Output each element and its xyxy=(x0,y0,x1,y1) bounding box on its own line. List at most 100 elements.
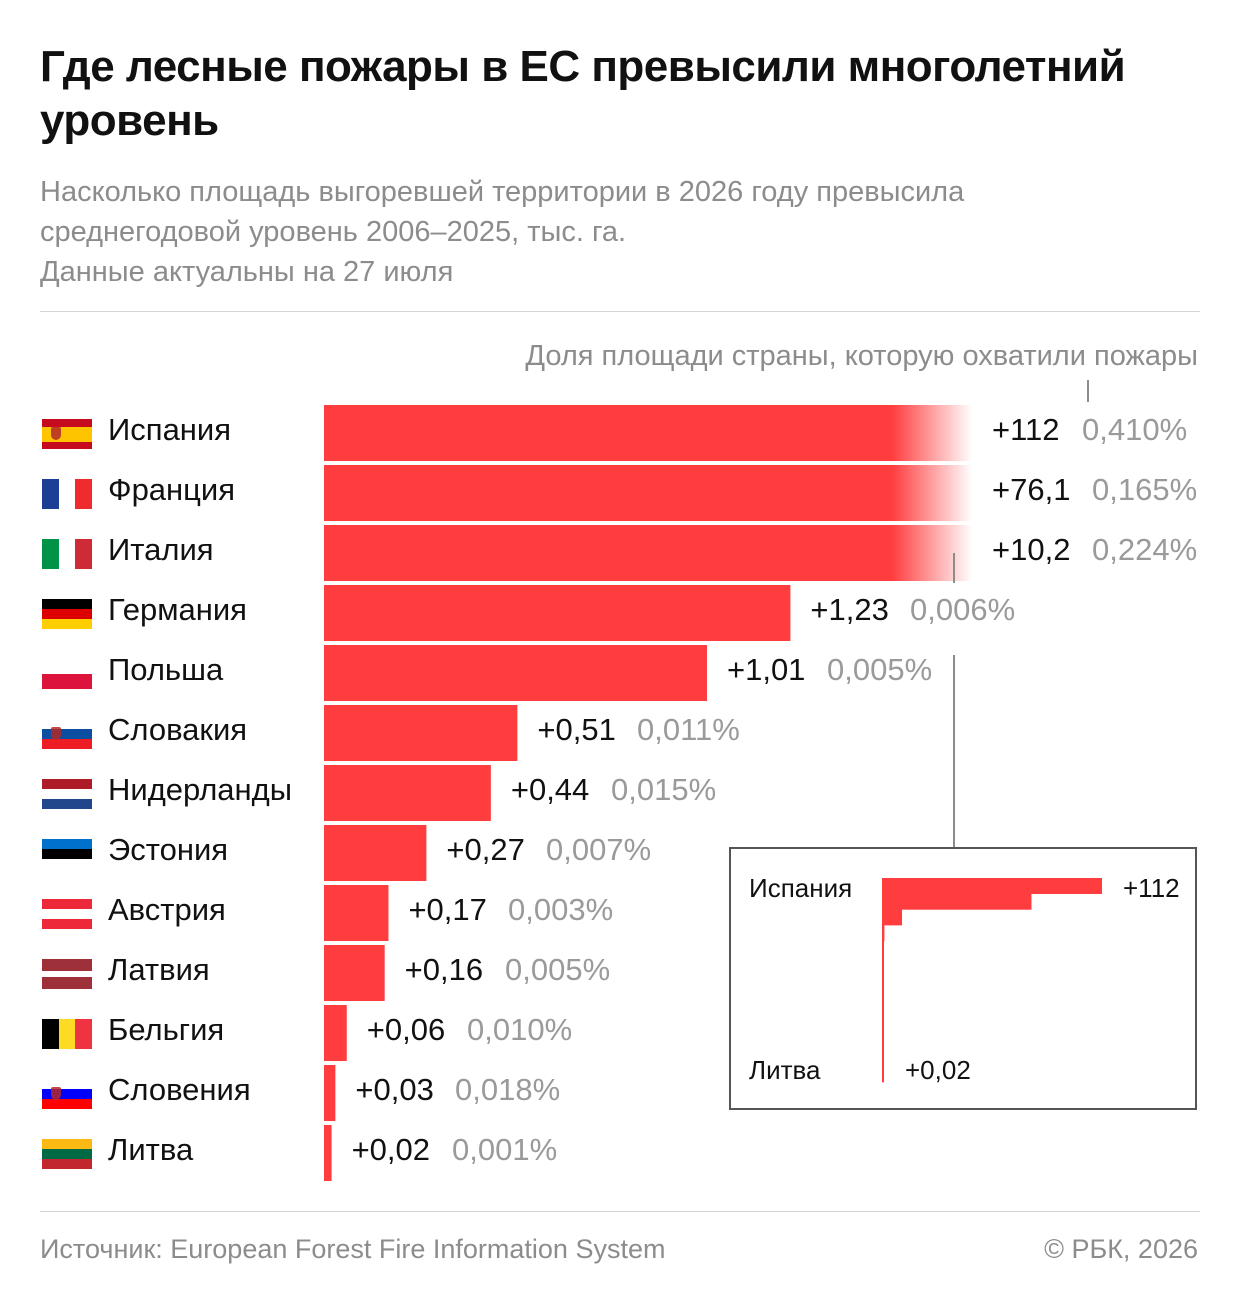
value-label: +112 xyxy=(992,412,1060,447)
row-slovakia: Словакия +0,51 0,011% xyxy=(0,705,1240,761)
main-bar-chart xyxy=(324,405,972,1181)
bar-netherlands xyxy=(324,765,491,821)
value-label: +0,02 xyxy=(351,1132,431,1167)
bar-italy xyxy=(324,525,892,581)
value-label: +76,1 xyxy=(992,472,1071,507)
inset-bar-estonia xyxy=(882,987,884,1004)
row-belgium: Бельгия +0,06 0,010% xyxy=(0,1005,1240,1061)
row-poland: Польша +1,01 0,005% xyxy=(0,645,1240,701)
bar-fade-spain xyxy=(892,405,972,461)
value-label: +0,27 xyxy=(446,832,525,867)
share-label: 0,007% xyxy=(546,832,652,867)
share-label: 0,224% xyxy=(1092,532,1198,567)
bottom-divider xyxy=(40,1211,1200,1212)
flag-france-icon xyxy=(42,479,92,509)
flag-slovenia-icon xyxy=(42,1079,92,1109)
flag-estonia-icon xyxy=(42,839,92,869)
flag-emblem-icon xyxy=(51,727,61,740)
value-label: +0,03 xyxy=(355,1072,434,1107)
row-france: Франция +76,1 0,165% xyxy=(0,465,1240,521)
inset-bar-latvia xyxy=(882,1019,884,1036)
value-label: +0,44 xyxy=(510,772,590,807)
bar-lithuania xyxy=(324,1125,332,1181)
row-lithuania: Литва +0,02 0,001% xyxy=(0,1125,1240,1181)
share-label: 0,410% xyxy=(1082,412,1188,447)
top-divider xyxy=(40,311,1200,312)
chart-subtitle: Насколько площадь выгоревшей территории … xyxy=(40,172,1200,292)
share-label: 0,011% xyxy=(637,712,740,747)
country-label: Франция xyxy=(108,472,236,507)
flag-emblem-icon xyxy=(51,427,61,440)
share-label: 0,001% xyxy=(452,1132,558,1167)
chart-title: Где лесные пожары в ЕС превысили многоле… xyxy=(40,40,1200,148)
inset-bar-germany xyxy=(882,925,885,942)
inset-bar-austria xyxy=(882,1003,884,1020)
share-label: 0,015% xyxy=(611,772,717,807)
row-netherlands: Нидерланды +0,44 0,015% xyxy=(0,765,1240,821)
inset-bottom-label: Литва xyxy=(749,1055,821,1085)
country-label: Эстония xyxy=(108,832,229,867)
connector-line-bottom xyxy=(953,655,955,847)
inset-bar-belgium xyxy=(882,1034,884,1051)
flag-netherlands-icon xyxy=(42,779,92,809)
flag-belgium-icon xyxy=(42,1019,92,1049)
inset-bottom-value: +0,02 xyxy=(905,1055,971,1085)
source-note: Источник: European Forest Fire Informati… xyxy=(40,1234,666,1264)
inset-top-label: Испания xyxy=(749,873,853,903)
inset-bars xyxy=(882,878,1102,1083)
row-spain: Испания +112 0,410% xyxy=(0,405,1240,461)
share-label: 0,005% xyxy=(505,952,611,987)
flag-emblem-icon xyxy=(51,1087,61,1100)
subtitle-line-3: Данные актуальны на 27 июля xyxy=(40,256,454,288)
row-italy: Италия +10,2 0,224% xyxy=(0,525,1240,581)
flag-latvia-icon xyxy=(42,959,92,989)
share-label: 0,018% xyxy=(455,1072,561,1107)
value-label: +0,51 xyxy=(537,712,616,747)
bar-poland xyxy=(324,645,707,701)
inset-bar-slovenia xyxy=(882,1050,884,1067)
inset-bar-lithuania xyxy=(882,1066,884,1083)
flag-lithuania-icon xyxy=(42,1139,92,1169)
share-label: 0,003% xyxy=(508,892,614,927)
country-label: Латвия xyxy=(108,952,210,987)
country-label: Австрия xyxy=(108,892,226,927)
bar-estonia xyxy=(324,825,427,881)
row-latvia: Латвия +0,16 0,005% xyxy=(0,945,1240,1001)
bar-germany xyxy=(324,585,791,641)
bar-belgium xyxy=(324,1005,347,1061)
connector-line-top xyxy=(953,553,955,583)
subtitle-line-2: среднегодовой уровень 2006–2025, тыс. га… xyxy=(40,216,627,248)
flag-slovakia-icon xyxy=(42,719,92,749)
bar-fade-italy xyxy=(892,525,972,581)
share-label: 0,005% xyxy=(827,652,933,687)
row-austria: Австрия +0,17 0,003% xyxy=(0,885,1240,941)
value-label: +1,23 xyxy=(810,592,889,627)
country-label: Нидерланды xyxy=(108,772,293,807)
inset-top-value: +112 xyxy=(1123,873,1180,903)
country-label: Италия xyxy=(108,532,214,567)
share-caption-tick xyxy=(1087,380,1089,402)
country-label: Словакия xyxy=(108,712,248,747)
bar-slovakia xyxy=(324,705,518,761)
share-caption: Доля площади страны, которую охватили по… xyxy=(525,340,1198,372)
flag-austria-icon xyxy=(42,899,92,929)
flag-germany-icon xyxy=(42,599,92,629)
share-label: 0,165% xyxy=(1092,472,1198,507)
bar-france xyxy=(324,465,892,521)
value-label: +10,2 xyxy=(992,532,1071,567)
country-label: Испания xyxy=(108,412,232,447)
value-label: +0,16 xyxy=(404,952,484,987)
subtitle-line-1: Насколько площадь выгоревшей территории … xyxy=(40,176,965,208)
row-germany: Германия +1,23 0,006% xyxy=(0,585,1240,641)
inset-bar-poland xyxy=(882,940,884,957)
row-estonia: Эстония +0,27 0,007% xyxy=(0,825,1240,881)
value-label: +1,01 xyxy=(726,652,806,687)
value-label: +0,17 xyxy=(408,892,487,927)
row-slovenia: Словения +0,03 0,018% xyxy=(0,1065,1240,1121)
flag-spain-icon xyxy=(42,419,92,449)
inset-bar-spain xyxy=(882,878,1102,894)
bar-austria xyxy=(324,885,389,941)
bar-fade-france xyxy=(892,465,972,521)
share-label: 0,006% xyxy=(910,592,1016,627)
bar-spain xyxy=(324,405,892,461)
